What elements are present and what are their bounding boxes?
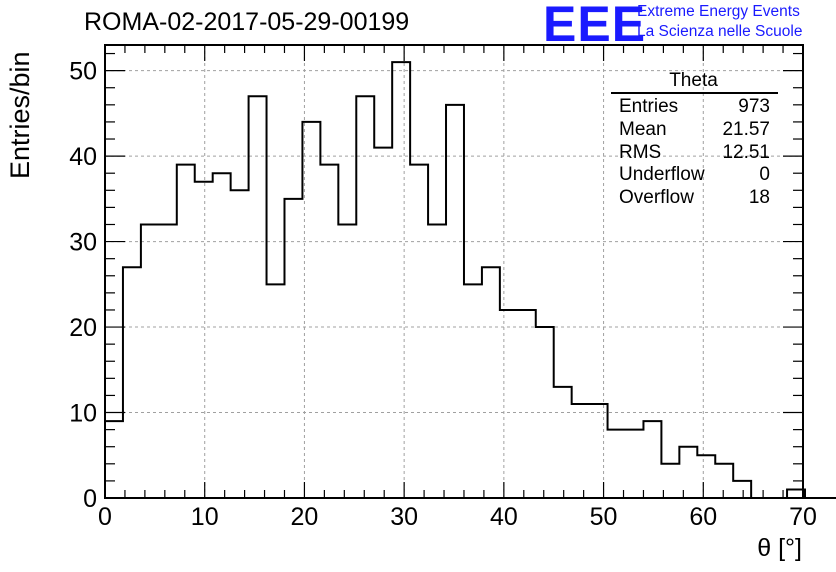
stats-label: RMS [619,141,662,163]
histogram-bin [410,165,428,498]
plot-frame [104,44,804,499]
stats-row-overflow: Overflow 18 [609,187,778,210]
stats-row-underflow: Underflow 0 [609,164,778,187]
stats-row-mean: Mean 21.57 [609,119,778,142]
histogram-bin [356,96,374,498]
histogram-bin [284,199,302,498]
histogram-bin [320,165,338,498]
logo-line-1: Extreme Energy Events [637,3,800,20]
stats-title: Theta [669,70,718,91]
histogram-bin [338,224,356,498]
histogram-bin [249,96,267,498]
y-axis-label: Entries/bin [5,51,35,179]
histogram-bin [554,387,572,498]
histogram-bin [679,447,697,498]
y-tick-label: 10 [69,400,97,428]
histogram-bin [302,122,320,498]
histogram-bin [590,404,608,498]
x-tick-label: 10 [191,503,219,531]
grid-lines [105,45,803,498]
stats-value: 12.51 [722,141,770,163]
histogram-bin [231,190,249,498]
histogram-bin [446,105,464,498]
stats-label: Mean [619,118,667,140]
x-tick-label: 60 [689,503,717,531]
stats-value: 21.57 [722,118,770,140]
y-tick-label: 0 [83,485,97,513]
stats-value: 0 [759,164,770,186]
tick-labels: 0 10 20 30 40 50 60 70 0 10 20 30 40 50 [69,58,817,531]
histogram-bin [643,421,661,498]
stats-row-rms: RMS 12.51 [609,142,778,165]
stats-row-entries: Entries 973 [609,96,778,119]
histogram-bin [141,224,159,498]
histogram-bin [428,224,446,498]
histogram-bin [213,173,231,498]
histogram-bin [159,224,177,498]
histogram-bin [536,327,554,498]
x-tick-label: 50 [590,503,618,531]
histogram-bin [177,165,195,498]
x-axis-label: θ [°] [757,534,802,562]
axis-ticks [104,45,804,499]
histogram-bin [195,182,213,498]
x-tick-label: 20 [291,503,319,531]
histogram-bin [608,430,626,498]
stats-label: Underflow [619,164,705,186]
eee-logo: EEE [543,0,647,52]
histogram-bin [733,481,751,498]
y-tick-label: 50 [69,58,97,86]
histogram-bin [697,455,715,498]
histogram-bin [715,464,733,498]
histogram-bin [267,284,285,498]
stats-label: Entries [619,96,679,117]
histogram-bin [464,284,482,498]
x-tick-label: 70 [789,503,817,531]
stats-label: Overflow [619,187,694,209]
histogram-bin [572,404,590,498]
x-tick-label: 40 [490,503,518,531]
histogram-bin [374,148,392,498]
histogram-bin [123,267,141,498]
y-tick-label: 30 [69,229,97,257]
histogram-bin [105,421,123,498]
histogram-bin [500,310,518,498]
histogram-bin [661,464,679,498]
histogram-bin [392,62,410,498]
stats-box: Theta Entries 973 Mean 21.57 RMS 12.51 U… [609,70,778,210]
stats-value: 18 [748,187,770,209]
histogram-bin [518,310,536,498]
x-tick-label: 30 [390,503,418,531]
histogram-bin [482,267,500,498]
stats-divider [611,92,778,94]
logo-caption: Extreme Energy Events La Scienza nelle S… [637,2,802,42]
stats-value: 973 [738,96,770,117]
histogram-bin [626,430,644,498]
y-tick-label: 20 [69,314,97,342]
histogram-step-line [104,61,836,499]
y-tick-label: 40 [69,143,97,171]
chart-title: ROMA-02-2017-05-29-00199 [84,8,410,36]
x-tick-label: 0 [98,503,112,531]
logo-line-2: La Scienza nelle Scuole [637,23,803,40]
